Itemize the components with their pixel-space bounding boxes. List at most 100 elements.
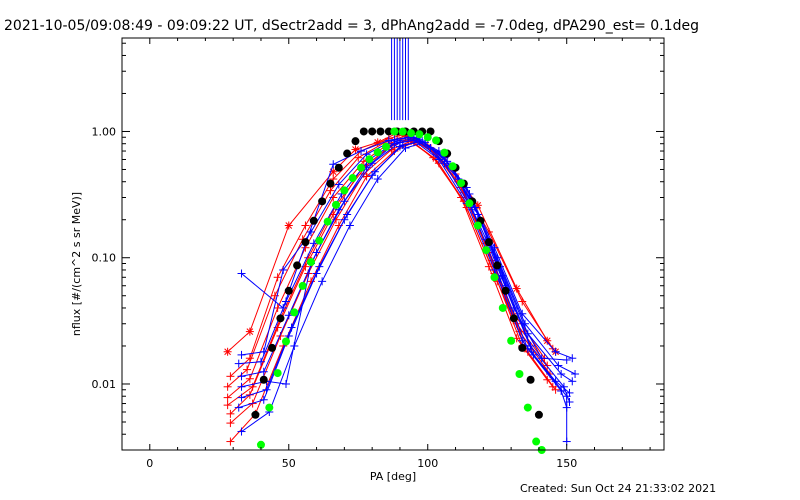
blue-plus-marker	[279, 265, 288, 274]
x-tick-label: 100	[417, 457, 438, 470]
black-model-point	[293, 261, 302, 270]
x-axis-label: PA [deg]	[370, 470, 416, 483]
black-model-point	[251, 410, 260, 419]
green-model-point	[398, 127, 407, 136]
green-model-point	[298, 281, 307, 290]
blue-plus-marker	[237, 393, 246, 402]
black-model-point	[276, 314, 285, 323]
green-model-point	[473, 221, 482, 230]
red-plus-marker	[226, 372, 235, 381]
x-tick-label: 50	[282, 457, 296, 470]
series-blue-12	[237, 136, 574, 397]
blue-plus-marker	[368, 171, 377, 180]
green-model-point	[273, 369, 282, 378]
red-plus-marker	[223, 393, 232, 402]
black-model-point	[301, 238, 310, 247]
green-model-point	[515, 369, 524, 378]
y-tick-label: 0.10	[92, 252, 117, 265]
green-model-point	[498, 303, 507, 312]
blue-plus-marker	[237, 427, 246, 436]
x-tick-label: 0	[146, 457, 153, 470]
red-plus-marker	[223, 401, 232, 410]
blue-plus-marker	[568, 354, 577, 363]
green-model-point	[315, 236, 324, 245]
red-plus-marker	[273, 273, 282, 282]
green-model-point	[415, 130, 424, 139]
series-layer	[223, 38, 580, 454]
red-star-marker	[284, 221, 293, 230]
blue-plus-marker	[434, 155, 443, 164]
black-model-point	[309, 216, 318, 225]
blue-plus-marker	[259, 367, 268, 376]
green-model-point	[365, 155, 374, 164]
blue-plus-marker	[234, 403, 243, 412]
red-plus-marker	[551, 385, 560, 394]
series-red-1	[226, 130, 557, 381]
blue-plus-marker	[237, 382, 246, 391]
blue-plus-marker	[315, 262, 324, 271]
series-green-24	[256, 127, 546, 454]
blue-plus-marker	[284, 311, 293, 320]
blue-series-line	[241, 136, 573, 359]
blue-plus-marker	[318, 277, 327, 286]
red-plus-marker	[543, 361, 552, 370]
axes-box	[121, 37, 665, 451]
red-plus-marker	[226, 419, 235, 428]
red-plus-marker	[518, 297, 527, 306]
blue-plus-marker	[281, 379, 290, 388]
green-model-point	[465, 199, 474, 208]
blue-plus-marker	[529, 350, 538, 359]
green-model-point	[307, 258, 316, 267]
green-model-point	[348, 174, 357, 183]
blue-series-line	[241, 141, 568, 442]
y-axis-label: nflux [#/(cm^2 s sr MeV)]	[70, 192, 83, 336]
black-model-point	[484, 238, 493, 247]
series-black-23	[251, 127, 543, 419]
blue-plus-marker	[234, 359, 243, 368]
green-model-point	[382, 142, 391, 151]
blue-plus-marker	[290, 341, 299, 350]
created-timestamp: Created: Sun Oct 24 21:33:02 2021	[520, 482, 717, 495]
green-model-point	[523, 403, 532, 412]
y-tick-label: 0.01	[92, 378, 117, 391]
y-tick-label: 1.00	[92, 125, 117, 138]
black-model-point	[384, 127, 393, 136]
blue-plus-marker	[557, 369, 566, 378]
series-red-3	[223, 133, 552, 402]
green-model-point	[532, 437, 541, 446]
blue-plus-marker	[373, 175, 382, 184]
blue-plus-marker	[237, 269, 246, 278]
green-model-point	[281, 337, 290, 346]
green-model-point	[340, 186, 349, 195]
green-model-point	[357, 163, 366, 172]
black-model-point	[259, 375, 268, 384]
black-model-point	[343, 149, 352, 158]
blue-series-line	[241, 139, 570, 394]
blue-plus-marker	[473, 210, 482, 219]
green-model-point	[432, 136, 441, 145]
ticks-layer: 0 50 100 150 0.01 0.10 1.00	[92, 38, 664, 470]
blue-plus-marker	[237, 372, 246, 381]
green-model-point	[256, 440, 265, 449]
blue-plus-marker	[557, 386, 566, 395]
black-model-point	[334, 163, 343, 172]
red-star-marker	[245, 327, 254, 336]
red-star-marker	[223, 347, 232, 356]
blue-plus-marker	[537, 354, 546, 363]
black-model-point	[493, 261, 502, 270]
green-model-point	[390, 127, 399, 136]
black-model-point	[359, 127, 368, 136]
green-model-point	[457, 179, 466, 188]
red-plus-marker	[362, 172, 371, 181]
black-model-point	[284, 286, 293, 295]
green-model-point	[482, 246, 491, 255]
blue-plus-marker	[256, 357, 265, 366]
red-plus-marker	[245, 374, 254, 383]
red-plus-marker	[226, 409, 235, 418]
blue-plus-marker	[562, 355, 571, 364]
black-model-point	[534, 410, 543, 419]
red-plus-marker	[223, 382, 232, 391]
black-model-point	[518, 343, 527, 352]
